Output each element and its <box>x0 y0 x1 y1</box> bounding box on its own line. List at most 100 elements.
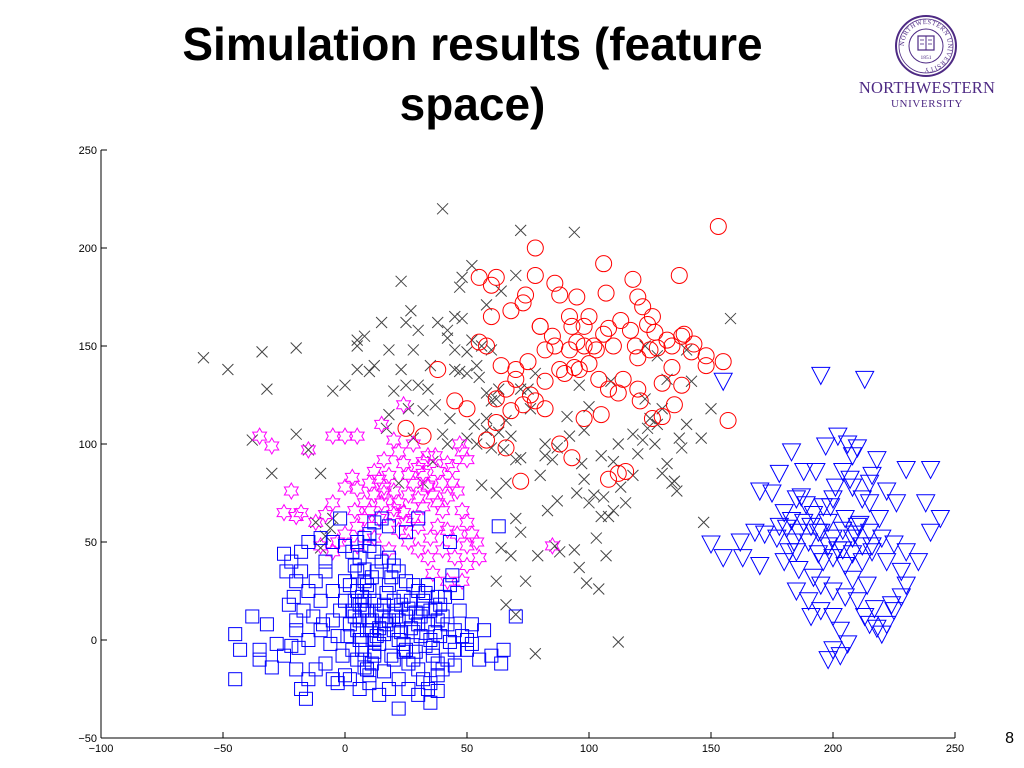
x-marker <box>395 275 407 288</box>
x-marker <box>400 316 412 329</box>
x-marker <box>351 363 364 376</box>
square-marker <box>418 638 433 653</box>
square-marker <box>460 633 474 647</box>
circle-marker <box>526 266 544 284</box>
northwestern-logo: NORTHWESTERN UNIVERSITY 1851 NORTHWESTER… <box>842 14 1012 124</box>
square-marker <box>435 609 450 624</box>
x-marker <box>514 526 527 539</box>
hexagram-marker <box>366 485 383 504</box>
y-tick-label: 100 <box>79 439 97 451</box>
circle-marker <box>592 406 610 424</box>
x-marker <box>588 489 600 501</box>
square-marker <box>379 617 394 632</box>
triangle-marker <box>749 482 770 502</box>
square-marker <box>367 644 382 659</box>
x-marker <box>570 487 583 499</box>
hexagram-marker <box>425 564 441 583</box>
square-marker <box>345 603 360 618</box>
hexagram-marker <box>263 436 280 455</box>
x-marker <box>473 371 486 384</box>
square-marker <box>374 609 389 624</box>
square-marker <box>379 585 394 600</box>
triangle-marker <box>828 541 848 560</box>
square-marker <box>338 538 352 553</box>
x-marker <box>197 351 210 364</box>
square-marker <box>406 652 421 667</box>
triangle-marker <box>867 451 887 470</box>
y-tick-label: 250 <box>79 145 97 157</box>
hexagram-marker <box>451 434 468 454</box>
triangle-marker <box>745 523 765 543</box>
series-2-hexagram <box>251 395 561 591</box>
hexagram-marker <box>449 525 466 544</box>
hexagram-marker <box>349 427 366 446</box>
y-tick-label: −50 <box>78 733 97 745</box>
hexagram-marker <box>373 415 390 434</box>
circle-marker <box>631 392 649 410</box>
square-marker <box>430 656 445 671</box>
chart-marks <box>197 202 951 716</box>
x-marker <box>490 487 503 499</box>
square-marker <box>420 617 435 632</box>
square-marker <box>284 638 299 653</box>
x-marker <box>368 359 381 372</box>
square-marker <box>301 584 316 598</box>
square-marker <box>323 636 338 651</box>
seal-year: 1851 <box>921 55 932 61</box>
square-marker <box>347 593 362 608</box>
square-marker <box>362 527 377 542</box>
triangle-marker <box>850 515 870 535</box>
hexagram-marker <box>420 478 436 497</box>
square-marker <box>362 668 377 683</box>
hexagram-marker <box>544 536 561 555</box>
x-marker <box>492 426 505 439</box>
hexagram-marker <box>471 548 488 567</box>
x-marker <box>561 410 573 423</box>
circle-marker <box>514 294 532 312</box>
circle-marker <box>629 288 647 306</box>
square-marker <box>420 578 435 593</box>
circle-marker <box>624 270 642 288</box>
triangle-marker <box>789 523 809 543</box>
square-marker <box>411 617 426 632</box>
circle-marker <box>604 337 622 355</box>
triangle-marker <box>779 543 799 562</box>
x-marker <box>314 467 327 480</box>
hexagram-marker <box>410 458 427 477</box>
x-marker <box>492 383 505 395</box>
x-marker <box>631 447 644 460</box>
triangle-marker <box>774 504 795 523</box>
circle-marker <box>575 317 593 335</box>
hexagram-marker <box>300 440 317 459</box>
x-marker <box>539 449 551 462</box>
x-marker <box>505 549 517 562</box>
hexagram-marker <box>439 572 456 591</box>
slide-title: Simulation results (feature space) <box>182 18 763 130</box>
square-marker <box>386 558 401 573</box>
x-marker <box>644 412 656 425</box>
triangle-marker <box>835 557 856 576</box>
triangle-marker <box>808 545 829 564</box>
square-marker <box>362 538 377 553</box>
x-marker <box>448 310 461 323</box>
square-marker <box>433 629 448 644</box>
triangle-marker <box>808 523 829 543</box>
square-marker <box>308 662 323 677</box>
x-marker <box>407 344 420 356</box>
square-marker <box>338 668 352 683</box>
circle-marker <box>614 370 632 388</box>
series-4-triangle-down <box>701 366 951 670</box>
square-marker <box>357 562 372 577</box>
x-marker <box>509 269 522 282</box>
x-marker <box>514 451 527 464</box>
circle-marker <box>673 376 691 394</box>
square-marker <box>391 672 406 687</box>
x-marker <box>470 438 483 450</box>
circle-marker <box>497 380 515 398</box>
circle-marker <box>643 308 661 326</box>
circle-marker <box>612 312 630 330</box>
circle-marker <box>497 439 515 457</box>
y-tick-label: 50 <box>85 537 97 549</box>
square-marker <box>357 593 372 608</box>
